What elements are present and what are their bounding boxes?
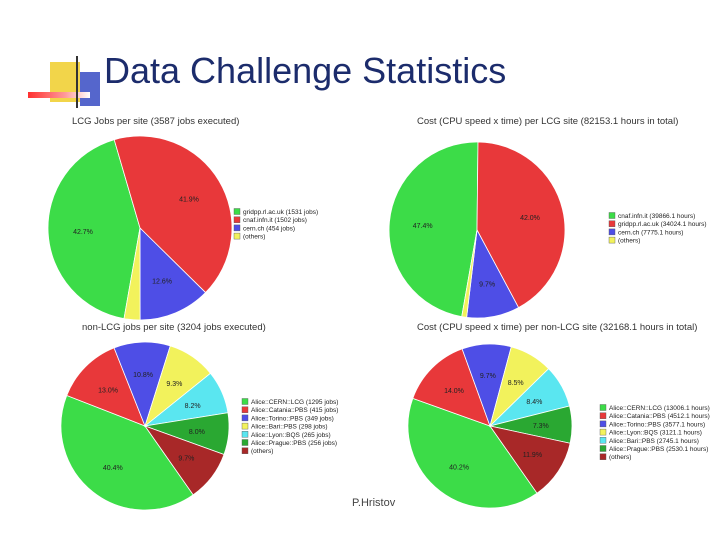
slide-title: Data Challenge Statistics bbox=[104, 50, 507, 91]
pie-slice bbox=[123, 227, 141, 321]
pie-slice bbox=[489, 425, 571, 494]
chart-panel-lcg-cost: Cost (CPU speed x time) per LCG site (82… bbox=[385, 112, 715, 322]
legend-swatch bbox=[233, 216, 241, 223]
legend-swatch bbox=[608, 212, 616, 219]
slice-label: 8.5% bbox=[508, 380, 524, 387]
pie-slice bbox=[47, 139, 141, 320]
legend-label: Alice::Lyon::BQS (3121.1 hours) bbox=[609, 430, 702, 437]
legend-swatch bbox=[608, 228, 616, 236]
legend-label: cern.ch (454 jobs) bbox=[243, 225, 295, 232]
slice-label: 42.7% bbox=[73, 229, 93, 236]
legend-swatch bbox=[599, 453, 607, 460]
legend-label: gridpp.rl.ac.uk (1531 jobs) bbox=[243, 209, 318, 216]
legend-label: cnaf.infn.it (1502 jobs) bbox=[243, 217, 307, 224]
legend-swatch bbox=[233, 224, 241, 232]
pie-slice bbox=[139, 227, 207, 321]
slice-label: 41.9% bbox=[179, 197, 199, 204]
slice-label: 9.7% bbox=[178, 456, 194, 463]
legend-swatch bbox=[608, 236, 616, 244]
slice-label: 14.0% bbox=[444, 388, 464, 395]
legend-label: cern.ch (7775.1 hours) bbox=[618, 229, 683, 236]
legend-swatch bbox=[233, 208, 241, 215]
legend-swatch bbox=[241, 398, 249, 405]
slice-label: 8.4% bbox=[526, 399, 542, 406]
chart-title: LCG Jobs per site (3587 jobs executed) bbox=[72, 116, 240, 127]
legend-swatch bbox=[241, 431, 249, 438]
slice-label: 10.8% bbox=[133, 372, 153, 379]
pie-chart: 40.2% 14.0% 9.7%8.5%8.4%7.3%11.9% Alice::CE… bbox=[407, 343, 710, 509]
pie-slice bbox=[60, 394, 194, 510]
decor-red-bar bbox=[28, 92, 90, 98]
chart-panel-nonlcg-cost: Cost (CPU speed x time) per non-LCG site… bbox=[385, 318, 715, 509]
pie-chart: 40.4% 13.0% 10.8%9.3%8.2%8.0%9.7% Alice::CE… bbox=[60, 341, 338, 510]
legend-label: (others) bbox=[251, 448, 273, 455]
chart-title: Cost (CPU speed x time) per non-LCG site… bbox=[417, 322, 698, 333]
legend-label: (others) bbox=[609, 454, 631, 461]
pie-slice bbox=[412, 348, 491, 427]
slice-label: 9.3% bbox=[166, 381, 182, 388]
legend-label: Alice::Torino::PBS (349 jobs) bbox=[251, 415, 334, 422]
pie-chart: 42.7%41.9%12.6%0.0%gridpp.rl.ac.uk (1531… bbox=[47, 135, 318, 321]
legend-label: Alice::Bari::PBS (298 jobs) bbox=[251, 424, 328, 431]
decor-vertical-line bbox=[76, 56, 78, 108]
pie-slice bbox=[143, 425, 225, 496]
slice-label: 40.4% bbox=[103, 465, 123, 472]
legend-label: (others) bbox=[618, 238, 640, 245]
legend-label: Alice::Catania::PBS (415 jobs) bbox=[251, 407, 338, 414]
legend-label: Alice::CERN::LCG (1295 jobs) bbox=[251, 399, 338, 406]
legend-swatch bbox=[241, 422, 249, 430]
pie-slice bbox=[461, 229, 478, 318]
legend-label: Alice::CERN::LCG (13006.1 hours) bbox=[609, 405, 710, 412]
legend-swatch bbox=[599, 437, 607, 444]
slice-label: 8.0% bbox=[189, 429, 205, 436]
chart-panel-nonlcg-jobs: non-LCG jobs per site (3204 jobs execute… bbox=[30, 318, 370, 510]
legend-swatch bbox=[599, 420, 607, 428]
pie-slice bbox=[476, 141, 566, 309]
slice-label: 8.2% bbox=[185, 403, 201, 410]
legend-swatch bbox=[599, 428, 607, 436]
legend-label: Alice::Bari::PBS (2745.1 hours) bbox=[609, 438, 699, 445]
slice-label: 47.4% bbox=[413, 223, 433, 230]
slice-label: 12.6% bbox=[152, 279, 172, 286]
legend-label: Alice::Catania::PBS (4512.1 hours) bbox=[609, 413, 710, 420]
slice-label: 42.0% bbox=[520, 215, 540, 222]
legend-label: Alice::Torino::PBS (3577.1 hours) bbox=[609, 421, 705, 428]
legend-label: cnaf.infn.it (39866.1 hours) bbox=[618, 213, 695, 220]
decor-blue-block bbox=[80, 72, 100, 106]
slice-label: 13.0% bbox=[98, 387, 118, 394]
legend-label: Alice::Prague::PBS (2530.1 hours) bbox=[609, 446, 708, 453]
pie-chart: 47.4%42.0%9.7%0.0%cnaf.infn.it (39866.1 … bbox=[388, 141, 707, 319]
slice-label: 40.2% bbox=[449, 464, 469, 471]
legend-label: Alice::Prague::PBS (256 jobs) bbox=[251, 440, 337, 447]
pie-slice bbox=[407, 397, 538, 509]
slice-label: 9.7% bbox=[479, 282, 495, 289]
legend-swatch bbox=[241, 414, 249, 422]
legend-swatch bbox=[608, 220, 616, 227]
legend-label: gridpp.rl.ac.uk (34024.1 hours) bbox=[618, 221, 707, 228]
chart-title: Cost (CPU speed x time) per LCG site (82… bbox=[417, 116, 679, 127]
footer-author: P.Hristov bbox=[352, 497, 396, 509]
legend-swatch bbox=[233, 232, 241, 240]
legend-swatch bbox=[241, 439, 249, 446]
legend-swatch bbox=[241, 447, 249, 454]
chart-title: non-LCG jobs per site (3204 jobs execute… bbox=[82, 322, 266, 333]
legend-swatch bbox=[241, 406, 249, 413]
slice-label: 9.7% bbox=[480, 373, 496, 380]
legend-label: (others) bbox=[243, 234, 265, 241]
pie-slice bbox=[113, 135, 233, 294]
legend-swatch bbox=[599, 404, 607, 411]
legend-swatch bbox=[599, 412, 607, 419]
slice-label: 11.9% bbox=[523, 452, 542, 459]
pie-slice bbox=[388, 141, 479, 318]
legend-swatch bbox=[599, 445, 607, 452]
chart-panel-lcg-jobs: LCG Jobs per site (3587 jobs executed) 4… bbox=[30, 112, 370, 322]
slice-label: 7.3% bbox=[533, 423, 549, 430]
pie-slice bbox=[66, 347, 146, 427]
legend-label: Alice::Lyon::BQS (265 jobs) bbox=[251, 432, 331, 439]
